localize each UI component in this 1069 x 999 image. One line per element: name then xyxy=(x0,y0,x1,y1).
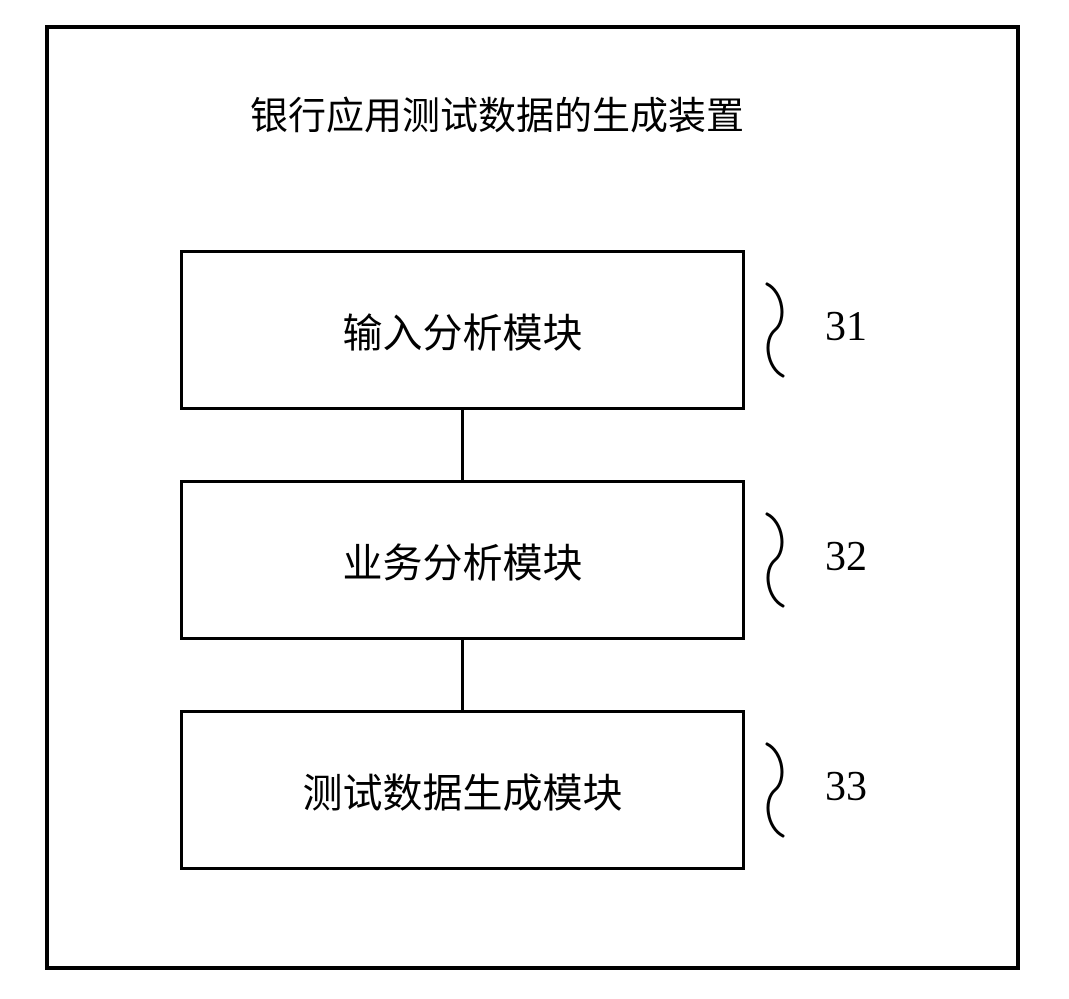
diagram-title: 银行应用测试数据的生成装置 xyxy=(250,85,744,140)
module-box: 业务分析模块 xyxy=(180,480,745,640)
module-box: 输入分析模块 xyxy=(180,250,745,410)
module-box: 测试数据生成模块 xyxy=(180,710,745,870)
module-label: 业务分析模块 xyxy=(343,531,583,589)
module-label: 输入分析模块 xyxy=(343,301,583,359)
reference-number: 32 xyxy=(825,533,867,581)
reference-squiggle xyxy=(765,512,795,608)
reference-squiggle xyxy=(765,742,795,838)
reference-number: 33 xyxy=(825,763,867,811)
connector-line xyxy=(461,410,464,480)
reference-squiggle xyxy=(765,282,795,378)
reference-number: 31 xyxy=(825,303,867,351)
module-label: 测试数据生成模块 xyxy=(303,761,623,819)
connector-line xyxy=(461,640,464,710)
